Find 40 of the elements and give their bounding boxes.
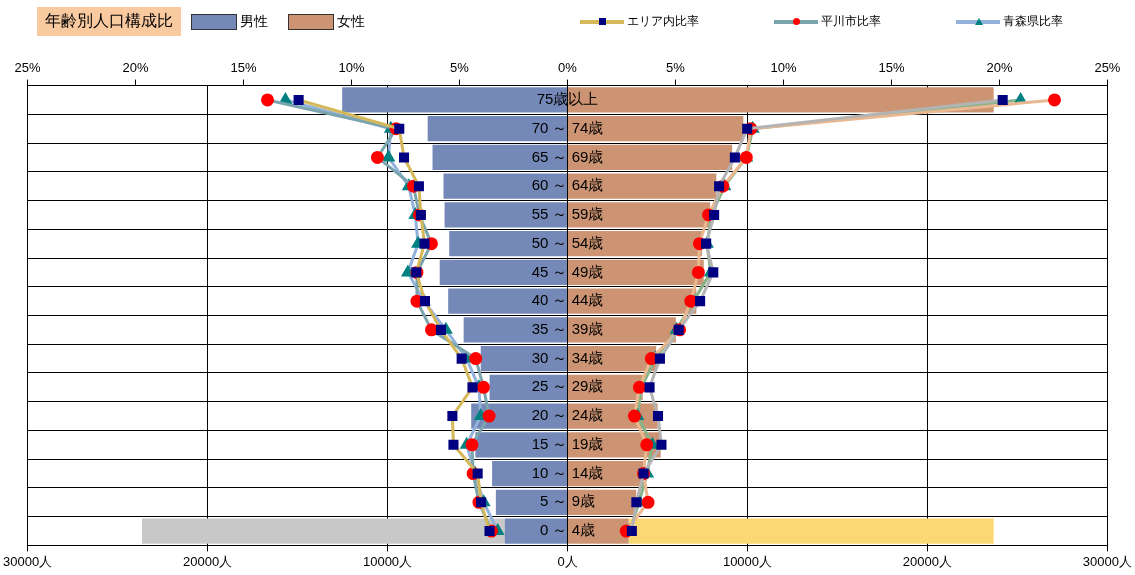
x2-tick-label: 20% [986, 60, 1013, 76]
y-tick-label: 45 ～ 49歳 [531, 262, 604, 280]
x-tick-label: 30000人 [1082, 553, 1132, 569]
y-tick-label: 30 ～ 34歳 [531, 348, 604, 366]
y-tick-label: 40 ～ 44歳 [531, 291, 604, 309]
legend-label: 青森県比率 [1003, 13, 1063, 30]
y-tick-label: 10 ～ 14歳 [531, 463, 604, 481]
y-tick-label: 35 ～ 39歳 [531, 320, 604, 338]
legend-label: 女性 [337, 12, 365, 31]
y-tick-label: 20 ～ 24歳 [531, 406, 604, 424]
x2-tick-label: 15% [878, 60, 905, 76]
x2-tick-label: 10% [338, 60, 365, 76]
x-tick-label: 30000人 [3, 553, 53, 569]
y-tick-label: 15 ～ 19歳 [531, 434, 604, 452]
y-tick-label: 65 ～ 69歳 [531, 147, 604, 165]
y-tick-label: 60 ～ 64歳 [531, 176, 604, 194]
y-tick-label: 70 ～ 74歳 [531, 118, 604, 136]
x-tick-label: 0人 [557, 553, 578, 569]
x2-tick-label: 25% [1094, 60, 1121, 76]
x-tick-label: 20000人 [902, 553, 953, 569]
y-tick-label: 25 ～ 29歳 [531, 377, 604, 395]
x-tick-label: 20000人 [182, 553, 233, 569]
x2-tick-label: 5% [666, 60, 686, 76]
y-tick-label: 75歳以上 [536, 90, 599, 108]
x2-tick-label: 20% [122, 60, 149, 76]
legend-label: エリア内比率 [627, 13, 699, 30]
x2-tick-label: 0% [558, 60, 578, 76]
x2-tick-label: 5% [450, 60, 470, 76]
y-tick-label: 5 ～ 9歳 [539, 492, 596, 510]
legend-label: 平川市比率 [821, 13, 881, 30]
x2-tick-label: 10% [770, 60, 797, 76]
y-tick-label: 50 ～ 54歳 [531, 233, 604, 251]
y-tick-label: 55 ～ 59歳 [531, 205, 604, 223]
y-tick-label: 0 ～ 4歳 [539, 521, 596, 539]
chart-title: 年齢別人口構成比 [37, 7, 181, 36]
x-tick-label: 10000人 [362, 553, 413, 569]
x2-tick-label: 15% [230, 60, 257, 76]
legend-label: 男性 [240, 12, 268, 31]
x-tick-label: 10000人 [722, 553, 773, 569]
x2-tick-label: 25% [14, 60, 42, 76]
